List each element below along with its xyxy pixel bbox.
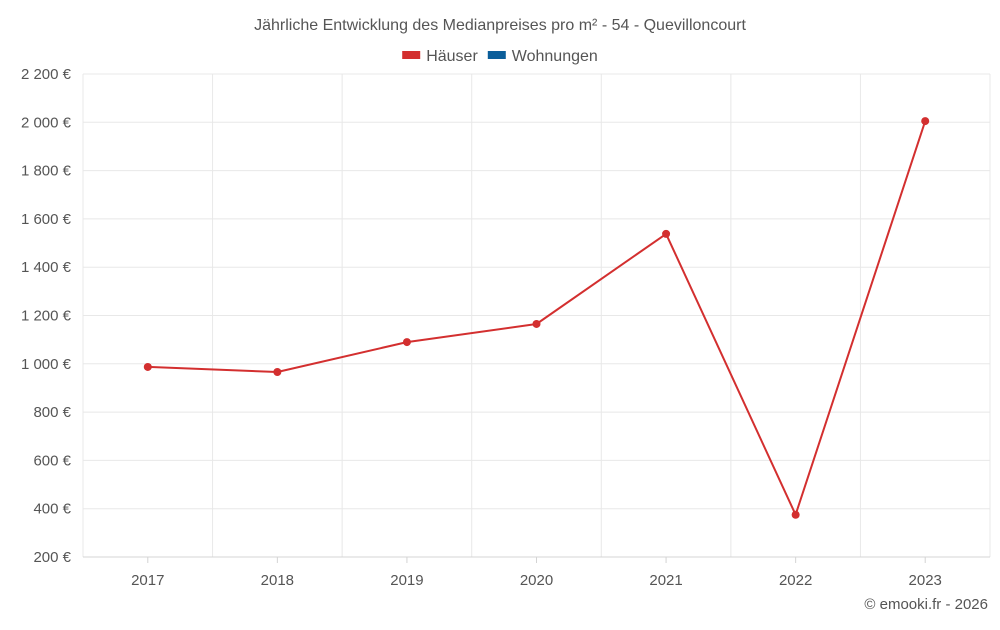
data-point[interactable] bbox=[921, 117, 930, 126]
data-point[interactable] bbox=[402, 338, 411, 347]
chart-title: Jährliche Entwicklung des Medianpreises … bbox=[254, 17, 746, 34]
x-tick-label: 2019 bbox=[390, 572, 423, 589]
x-tick-label: 2023 bbox=[909, 572, 942, 589]
y-tick-label: 2 200 € bbox=[21, 66, 72, 83]
legend-label: Häuser bbox=[426, 48, 478, 65]
grid-lines bbox=[82, 73, 991, 558]
y-tick-label: 2 000 € bbox=[21, 114, 72, 131]
x-tick-label: 2022 bbox=[779, 572, 812, 589]
legend-swatch[interactable] bbox=[402, 51, 421, 59]
y-tick-label: 1 200 € bbox=[21, 308, 72, 325]
series-layer bbox=[143, 117, 930, 519]
legend-label: Wohnungen bbox=[512, 48, 598, 65]
credit-text: © emooki.fr - 2026 bbox=[864, 596, 988, 613]
data-point[interactable] bbox=[662, 229, 671, 238]
x-tick-label: 2018 bbox=[261, 572, 294, 589]
x-tick-label: 2017 bbox=[131, 572, 164, 589]
y-tick-label: 600 € bbox=[33, 452, 71, 469]
y-tick-label: 800 € bbox=[33, 404, 71, 421]
data-point[interactable] bbox=[532, 319, 541, 328]
series-line bbox=[147, 120, 927, 516]
x-tick-label: 2020 bbox=[520, 572, 553, 589]
y-tick-label: 1 800 € bbox=[21, 163, 72, 180]
x-tick-label: 2021 bbox=[649, 572, 682, 589]
y-tick-label: 1 000 € bbox=[21, 356, 72, 373]
chart-legend[interactable]: Häuser Wohnungen bbox=[402, 48, 598, 65]
y-tick-label: 400 € bbox=[33, 501, 71, 518]
y-tick-label: 200 € bbox=[33, 549, 71, 566]
data-point[interactable] bbox=[273, 368, 282, 377]
legend-swatch[interactable] bbox=[487, 51, 506, 59]
data-point[interactable] bbox=[791, 510, 800, 519]
data-point[interactable] bbox=[143, 362, 152, 371]
axes: 200 € 400 € 600 € 800 € 1 000 € 1 200 € 1 400 … bbox=[21, 66, 990, 589]
y-tick-label: 1 600 € bbox=[21, 211, 72, 228]
y-tick-label: 1 400 € bbox=[21, 259, 72, 276]
